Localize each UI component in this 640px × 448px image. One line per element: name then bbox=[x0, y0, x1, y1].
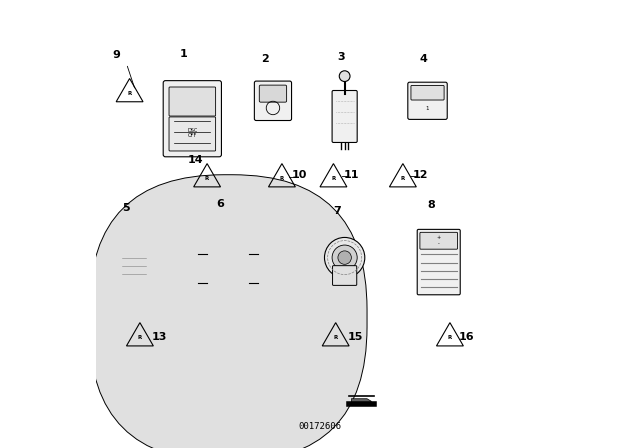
FancyBboxPatch shape bbox=[259, 85, 287, 102]
FancyBboxPatch shape bbox=[332, 90, 357, 142]
Text: 14: 14 bbox=[188, 155, 204, 165]
FancyBboxPatch shape bbox=[411, 86, 444, 100]
FancyBboxPatch shape bbox=[169, 87, 216, 116]
Text: 8: 8 bbox=[428, 200, 435, 210]
Text: R: R bbox=[448, 335, 452, 340]
Text: 6: 6 bbox=[216, 199, 225, 209]
FancyBboxPatch shape bbox=[90, 175, 367, 448]
FancyBboxPatch shape bbox=[169, 117, 216, 151]
Text: 7: 7 bbox=[333, 206, 341, 215]
FancyBboxPatch shape bbox=[417, 229, 460, 295]
Circle shape bbox=[338, 251, 351, 264]
Text: +
-: + - bbox=[436, 235, 441, 246]
Polygon shape bbox=[351, 399, 371, 404]
Text: 5: 5 bbox=[123, 203, 131, 213]
Text: 15: 15 bbox=[348, 332, 363, 342]
Text: 3: 3 bbox=[338, 52, 346, 62]
FancyBboxPatch shape bbox=[219, 243, 237, 267]
FancyBboxPatch shape bbox=[115, 239, 153, 280]
Text: R: R bbox=[280, 176, 284, 181]
Text: 00172606: 00172606 bbox=[298, 422, 342, 431]
FancyBboxPatch shape bbox=[408, 82, 447, 120]
Text: 1: 1 bbox=[179, 49, 188, 59]
Circle shape bbox=[339, 71, 350, 82]
FancyBboxPatch shape bbox=[333, 266, 356, 285]
Circle shape bbox=[324, 237, 365, 278]
Text: R: R bbox=[401, 176, 405, 181]
Circle shape bbox=[197, 237, 260, 300]
FancyBboxPatch shape bbox=[163, 81, 221, 157]
Text: R: R bbox=[205, 176, 209, 181]
Text: 13: 13 bbox=[152, 332, 167, 342]
Text: 4: 4 bbox=[419, 54, 427, 64]
Text: R: R bbox=[127, 90, 132, 96]
Text: 10: 10 bbox=[292, 170, 308, 180]
Circle shape bbox=[332, 245, 357, 270]
Text: R: R bbox=[333, 335, 338, 340]
Text: R: R bbox=[332, 176, 335, 181]
Text: R: R bbox=[138, 335, 142, 340]
Text: 11: 11 bbox=[344, 170, 359, 180]
Circle shape bbox=[181, 222, 275, 316]
FancyBboxPatch shape bbox=[254, 81, 292, 121]
Text: 16: 16 bbox=[459, 332, 475, 342]
Text: 2: 2 bbox=[262, 54, 269, 64]
FancyBboxPatch shape bbox=[420, 233, 458, 249]
Text: 9: 9 bbox=[112, 50, 120, 60]
FancyBboxPatch shape bbox=[118, 243, 150, 261]
Text: 1: 1 bbox=[426, 106, 429, 111]
Text: DSC
OFF: DSC OFF bbox=[187, 128, 198, 138]
Text: 12: 12 bbox=[413, 170, 428, 180]
